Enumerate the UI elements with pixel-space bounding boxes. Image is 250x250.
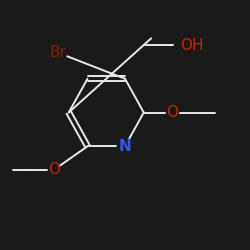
Text: O: O	[166, 105, 178, 120]
Text: Br: Br	[49, 45, 66, 60]
Text: N: N	[119, 139, 132, 154]
Text: O: O	[48, 162, 60, 178]
Text: OH: OH	[180, 38, 204, 52]
